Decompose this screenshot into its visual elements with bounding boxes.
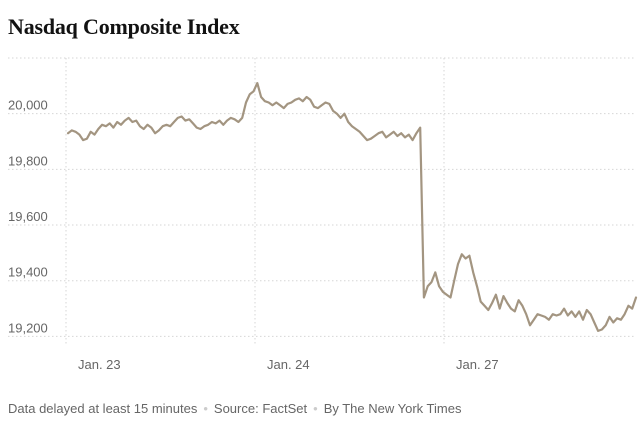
source-note: Source: FactSet — [213, 401, 308, 416]
x-tick-label: Jan. 24 — [267, 357, 310, 372]
y-tick-label: 19,400 — [8, 265, 48, 280]
y-tick-label: 19,200 — [8, 320, 48, 335]
chart-title: Nasdaq Composite Index — [8, 14, 240, 39]
chart-footer: Data delayed at least 15 minutes • Source:… — [8, 401, 461, 416]
x-tick-label: Jan. 23 — [78, 357, 121, 372]
x-axis-ticks: Jan. 23 Jan. 24 Jan. 27 — [78, 357, 499, 372]
y-tick-label: 19,800 — [8, 153, 48, 168]
y-axis-ticks: 19,200 19,400 19,600 19,800 20,000 — [8, 98, 48, 336]
x-tick-label: Jan. 27 — [456, 357, 499, 372]
series-line — [66, 81, 638, 332]
delay-note: Data delayed at least 15 minutes — [8, 401, 198, 416]
footer-separator: • — [203, 401, 208, 416]
y-tick-label: 20,000 — [8, 98, 48, 113]
footer-separator: • — [313, 401, 318, 416]
series-layer — [66, 81, 638, 332]
y-tick-label: 19,600 — [8, 209, 48, 224]
credit-note: By The New York Times — [323, 401, 462, 416]
grid — [8, 57, 636, 346]
